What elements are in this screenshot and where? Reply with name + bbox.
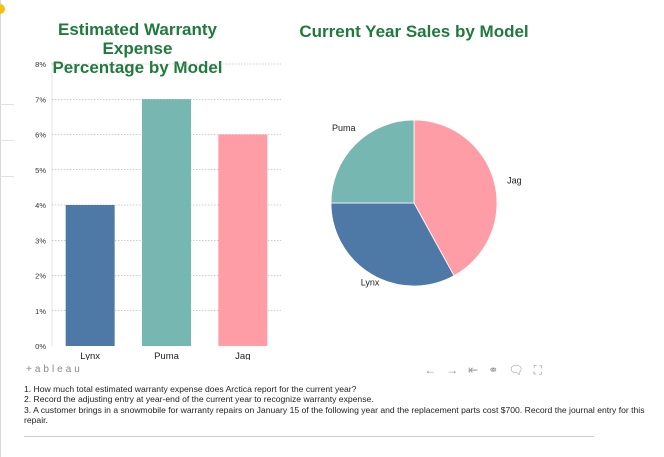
pie-slice-puma xyxy=(330,119,415,204)
bar-lynx xyxy=(65,205,115,346)
side-divider xyxy=(0,176,14,177)
charts-canvas: 0% 1% 2% 3% 4% 5% 6% 7% 8% Lynx Puma Jag Jag Lynx Puma xyxy=(35,60,522,360)
x-tick-label: Lynx xyxy=(80,351,100,360)
side-divider xyxy=(0,104,14,105)
tableau-logo: +ableau xyxy=(26,364,83,375)
pie-chart-title: Current Year Sales by Model xyxy=(299,22,529,41)
left-border xyxy=(0,0,1,457)
y-tick-label: 0% xyxy=(35,342,46,351)
fullscreen-icon[interactable]: ⛶ xyxy=(533,363,542,377)
y-tick-label: 7% xyxy=(35,95,46,104)
pie-label: Puma xyxy=(332,123,356,133)
y-tick-label: 3% xyxy=(35,236,46,245)
pie-slice-jag xyxy=(413,119,498,277)
bar-chart-title-line: Percentage by Model xyxy=(52,58,223,77)
question-3: 3. A customer brings in a snowmobile for… xyxy=(24,404,645,426)
x-tick-label: Jag xyxy=(235,351,250,360)
questions-block: 1. How much total estimated warranty exp… xyxy=(24,384,654,426)
pie-slice-lynx xyxy=(330,202,455,287)
status-dot xyxy=(0,4,5,14)
divider xyxy=(24,436,594,437)
pie-label: Lynx xyxy=(361,278,380,288)
y-tick-label: 5% xyxy=(35,166,46,175)
bar-jag xyxy=(218,134,268,346)
x-tick-label: Puma xyxy=(154,351,180,360)
y-tick-label: 2% xyxy=(35,272,46,281)
bar-chart-title-line: Estimated Warranty Expense xyxy=(57,20,218,58)
bar-puma xyxy=(142,99,191,346)
y-tick-label: 4% xyxy=(35,201,46,210)
question-2: 2. Record the adjusting entry at year-en… xyxy=(24,394,374,405)
y-tick-label: 6% xyxy=(35,131,46,140)
side-divider xyxy=(0,140,14,141)
pie-label: Jag xyxy=(507,176,522,186)
revert-icon[interactable]: ⇤ xyxy=(468,363,479,377)
tableau-toolbar: +ableau ← → ⇤ ⚭ 🗨 ⛶ xyxy=(22,362,542,378)
undo-icon[interactable]: ← xyxy=(424,363,437,377)
bar-chart-title: Estimated Warranty Expense Percentage by… xyxy=(30,20,245,77)
question-1: 1. How much total estimated warranty exp… xyxy=(24,384,357,394)
comment-icon[interactable]: 🗨 xyxy=(508,363,524,377)
share-icon[interactable]: ⚭ xyxy=(488,363,499,377)
y-tick-label: 8% xyxy=(35,60,46,69)
y-tick-label: 1% xyxy=(35,307,46,316)
redo-icon[interactable]: → xyxy=(446,363,459,377)
